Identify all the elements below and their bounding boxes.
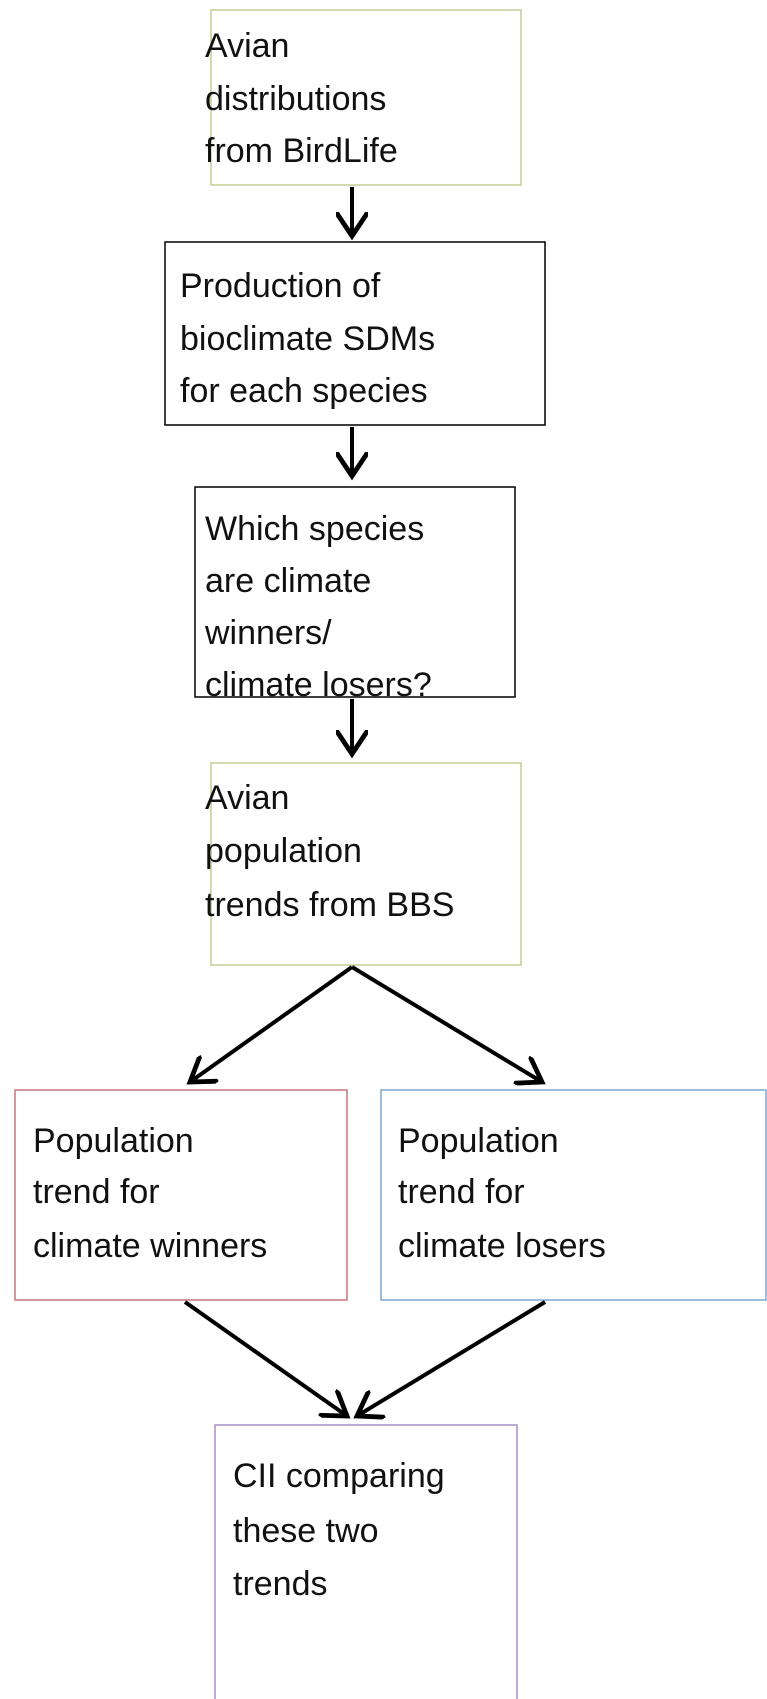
node-text: Which species are climate winners/ clima… xyxy=(204,510,432,704)
node-box xyxy=(194,486,516,698)
label-line: from BirdLife xyxy=(205,132,398,170)
label-line: trends xyxy=(233,1565,328,1603)
label-line: bioclimate SDMs xyxy=(180,320,435,358)
node-text: Population trend for climate winners xyxy=(33,1122,267,1265)
label-line: for each species xyxy=(180,372,428,410)
node-box xyxy=(14,1089,348,1301)
label-line: climate winners xyxy=(33,1227,267,1265)
node-box xyxy=(210,9,522,186)
label-line: Population xyxy=(398,1122,559,1160)
label-line: Avian xyxy=(205,779,289,817)
label-line: these two xyxy=(233,1512,379,1550)
label-line: winners/ xyxy=(204,614,332,652)
node-text: Avian distributions from BirdLife xyxy=(205,27,398,170)
node-text: Population trend for climate losers xyxy=(398,1122,606,1265)
label-line: trends from BBS xyxy=(205,886,454,924)
label-line: are climate xyxy=(205,562,371,600)
label-line: population xyxy=(205,832,362,870)
label-line: distributions xyxy=(205,80,386,118)
label-line: Which species xyxy=(205,510,424,548)
node-text: Production of bioclimate SDMs for each s… xyxy=(180,267,435,410)
arrow xyxy=(357,1300,547,1416)
label-line: trend for xyxy=(33,1173,160,1211)
node-text: Avian population trends from BBS xyxy=(205,779,454,924)
node-box xyxy=(164,241,546,426)
label-line: Production of xyxy=(180,267,381,305)
node-text: CII comparing these two trends xyxy=(233,1457,445,1603)
label-line: climate losers? xyxy=(205,666,432,704)
arrow xyxy=(183,1300,347,1416)
node-box xyxy=(214,1424,518,1699)
label-line: Avian xyxy=(205,27,289,65)
label-line: climate losers xyxy=(398,1227,606,1265)
label-line: trend for xyxy=(398,1173,525,1211)
label-line: CII comparing xyxy=(233,1457,445,1495)
label-line: Population xyxy=(33,1122,194,1160)
node-box xyxy=(210,762,522,966)
node-box xyxy=(380,1089,767,1301)
arrow xyxy=(350,965,542,1082)
arrow xyxy=(190,965,354,1082)
